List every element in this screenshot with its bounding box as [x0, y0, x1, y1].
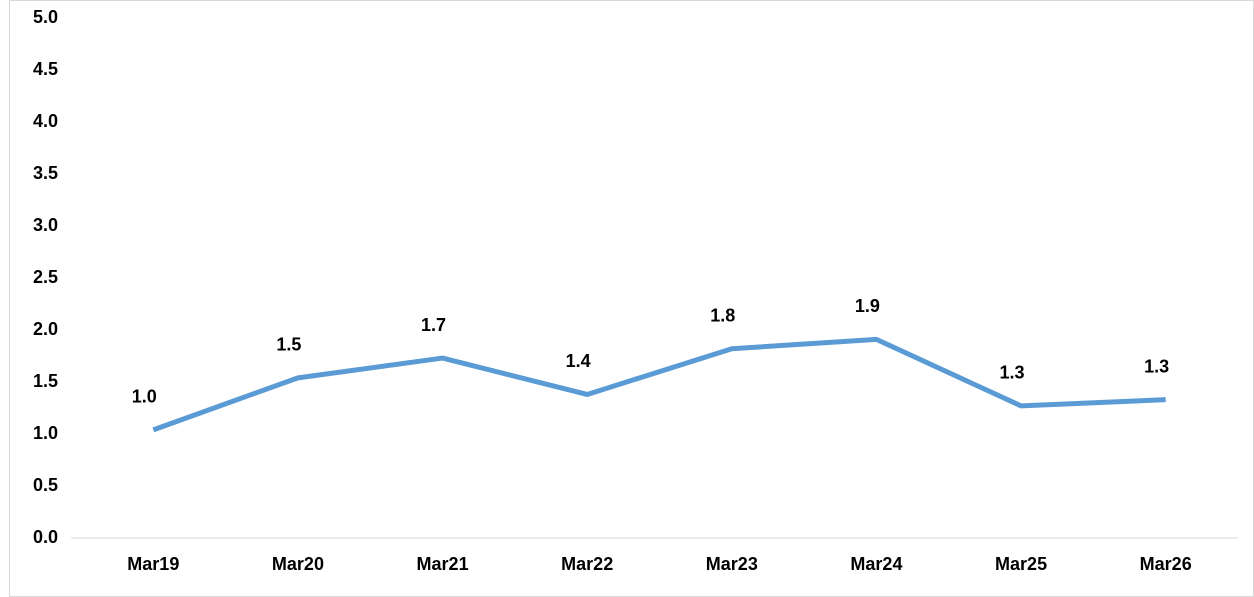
x-tick-label: Mar20: [272, 554, 324, 574]
x-tick-label: Mar26: [1140, 554, 1192, 574]
data-label: 1.0: [132, 387, 157, 407]
data-label: 1.9: [855, 296, 880, 316]
data-label: 1.7: [421, 315, 446, 335]
y-tick-label: 1.0: [33, 423, 58, 443]
x-tick-label: Mar21: [417, 554, 469, 574]
y-tick-label: 1.5: [33, 371, 58, 391]
x-tick-label: Mar23: [706, 554, 758, 574]
data-label: 1.3: [1144, 356, 1169, 376]
y-tick-label: 2.5: [33, 267, 58, 287]
y-tick-label: 5.0: [33, 7, 58, 27]
x-tick-label: Mar19: [127, 554, 179, 574]
data-label: 1.3: [1000, 363, 1025, 383]
line: [152, 336, 1166, 433]
y-tick-label: 3.5: [33, 163, 58, 183]
y-tick-label: 0.0: [33, 527, 58, 547]
y-tick-label: 0.5: [33, 475, 58, 495]
y-tick-label: 4.0: [33, 111, 58, 131]
y-tick-label: 2.0: [33, 319, 58, 339]
x-tick-label: Mar25: [995, 554, 1047, 574]
chart-border: [9, 0, 1254, 597]
x-tick-label: Mar24: [850, 554, 902, 574]
data-label: 1.8: [710, 305, 735, 325]
y-tick-label: 3.0: [33, 215, 58, 235]
data-label: 1.4: [566, 351, 591, 371]
y-tick-label: 4.5: [33, 59, 58, 79]
data-label: 1.5: [276, 335, 301, 355]
x-tick-label: Mar22: [561, 554, 613, 574]
